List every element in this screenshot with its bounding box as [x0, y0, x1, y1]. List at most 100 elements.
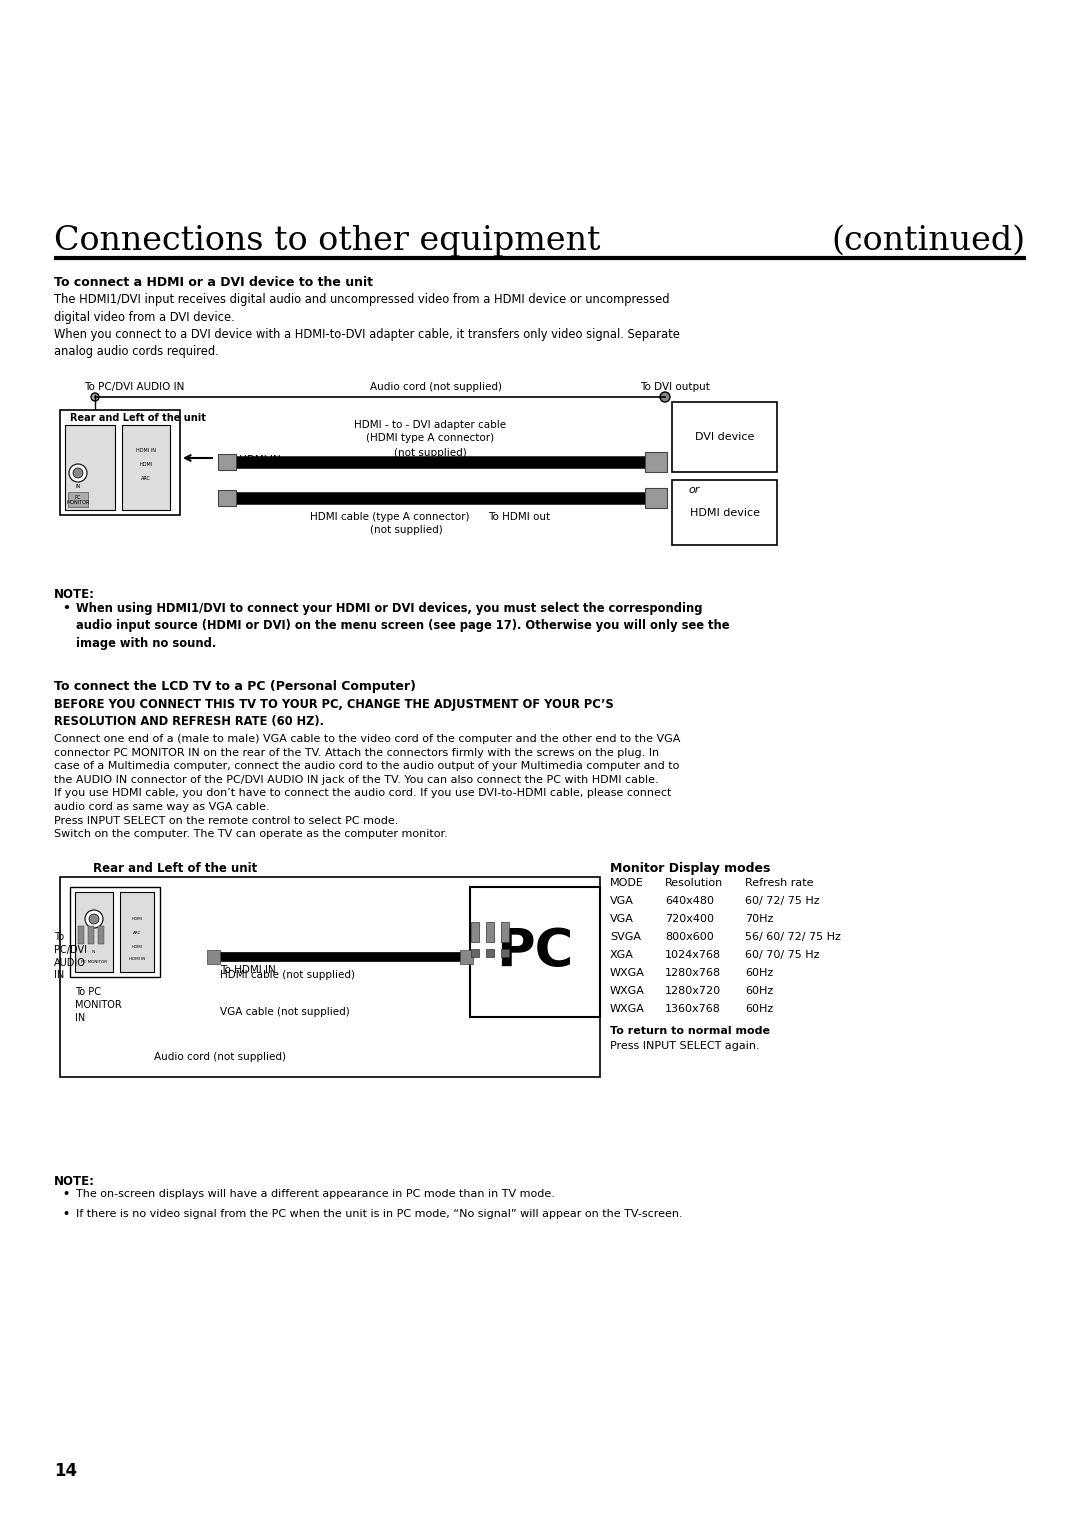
- Text: 640x480: 640x480: [665, 896, 714, 906]
- Text: The HDMI1/DVI input receives digital audio and uncompressed video from a HDMI de: The HDMI1/DVI input receives digital aud…: [54, 293, 680, 359]
- Text: Audio cord (not supplied): Audio cord (not supplied): [370, 382, 502, 392]
- Text: 56/ 60/ 72/ 75 Hz: 56/ 60/ 72/ 75 Hz: [745, 931, 841, 942]
- Bar: [218, 454, 237, 470]
- Text: HDMI cable (not supplied): HDMI cable (not supplied): [220, 970, 355, 980]
- Text: To PC/DVI AUDIO IN: To PC/DVI AUDIO IN: [84, 382, 185, 392]
- Text: (continued): (continued): [832, 224, 1026, 257]
- Bar: [120, 892, 154, 973]
- Circle shape: [89, 915, 99, 924]
- Text: VGA cable (not supplied): VGA cable (not supplied): [220, 1006, 350, 1017]
- Text: 1360x768: 1360x768: [665, 1003, 720, 1014]
- Bar: [87, 925, 94, 944]
- Text: MODE: MODE: [610, 878, 644, 889]
- Text: (HDMI type A connector): (HDMI type A connector): [366, 434, 494, 443]
- Text: NOTE:: NOTE:: [54, 588, 95, 602]
- Bar: [68, 492, 87, 507]
- Text: •: •: [62, 1190, 69, 1199]
- Bar: [75, 892, 113, 973]
- Text: NOTE:: NOTE:: [54, 1174, 95, 1188]
- Text: SVGA: SVGA: [610, 931, 642, 942]
- Bar: [486, 922, 494, 942]
- Text: DVI device: DVI device: [694, 432, 754, 441]
- Text: PC: PC: [497, 925, 573, 977]
- Text: To HDMI IN: To HDMI IN: [220, 965, 275, 976]
- Bar: [122, 425, 170, 510]
- Bar: [645, 452, 667, 472]
- Text: WXGA: WXGA: [610, 968, 645, 977]
- Text: Connections to other equipment: Connections to other equipment: [54, 224, 600, 257]
- Bar: [60, 876, 600, 1077]
- Text: HDMI - to - DVI adapter cable: HDMI - to - DVI adapter cable: [354, 420, 507, 431]
- Bar: [645, 489, 667, 508]
- Text: To connect a HDMI or a DVI device to the unit: To connect a HDMI or a DVI device to the…: [54, 276, 373, 289]
- Circle shape: [660, 392, 670, 402]
- Text: Refresh rate: Refresh rate: [745, 878, 813, 889]
- Text: Connect one end of a (male to male) VGA cable to the video cord of the computer : Connect one end of a (male to male) VGA …: [54, 734, 680, 840]
- Text: HDMI IN: HDMI IN: [136, 447, 156, 452]
- Circle shape: [85, 910, 103, 928]
- Text: or: or: [688, 486, 700, 495]
- Bar: [60, 411, 180, 515]
- Bar: [501, 948, 509, 957]
- Text: (not supplied): (not supplied): [393, 447, 467, 458]
- Text: PC
MONITOR: PC MONITOR: [66, 495, 90, 505]
- Text: To PC
MONITOR
IN: To PC MONITOR IN: [75, 986, 122, 1023]
- Text: To
PC/DVI
AUDIO
IN: To PC/DVI AUDIO IN: [54, 931, 87, 980]
- Text: To connect the LCD TV to a PC (Personal Computer): To connect the LCD TV to a PC (Personal …: [54, 680, 416, 693]
- Bar: [471, 922, 480, 942]
- Text: 60/ 70/ 75 Hz: 60/ 70/ 75 Hz: [745, 950, 820, 960]
- Text: When using HDMI1/DVI to connect your HDMI or DVI devices, you must select the co: When using HDMI1/DVI to connect your HDM…: [76, 602, 729, 651]
- Text: BEFORE YOU CONNECT THIS TV TO YOUR PC, CHANGE THE ADJUSTMENT OF YOUR PC’S
RESOLU: BEFORE YOU CONNECT THIS TV TO YOUR PC, C…: [54, 698, 613, 728]
- Text: HDMI: HDMI: [132, 918, 143, 921]
- Bar: [672, 402, 777, 472]
- Text: To DVI output: To DVI output: [640, 382, 710, 392]
- Text: 60Hz: 60Hz: [745, 1003, 773, 1014]
- Text: (not supplied): (not supplied): [370, 525, 443, 534]
- Bar: [65, 425, 114, 510]
- Text: Resolution: Resolution: [665, 878, 724, 889]
- Text: HDMI device: HDMI device: [689, 507, 759, 518]
- Text: 60/ 72/ 75 Hz: 60/ 72/ 75 Hz: [745, 896, 820, 906]
- Text: The on-screen displays will have a different appearance in PC mode than in TV mo: The on-screen displays will have a diffe…: [76, 1190, 555, 1199]
- Bar: [98, 925, 104, 944]
- Text: WXGA: WXGA: [610, 986, 645, 996]
- Circle shape: [69, 464, 87, 483]
- Text: 720x400: 720x400: [665, 915, 714, 924]
- Text: To return to normal mode: To return to normal mode: [610, 1026, 770, 1035]
- Text: 1024x768: 1024x768: [665, 950, 721, 960]
- Text: VGA: VGA: [610, 896, 634, 906]
- Text: 1280x768: 1280x768: [665, 968, 721, 977]
- Text: IN: IN: [76, 484, 81, 490]
- Text: HDMI: HDMI: [139, 463, 152, 467]
- Text: HDMI: HDMI: [132, 945, 143, 948]
- Text: Monitor Display modes: Monitor Display modes: [610, 863, 770, 875]
- Text: •: •: [62, 1209, 69, 1219]
- Text: 60Hz: 60Hz: [745, 968, 773, 977]
- Text: VGA: VGA: [610, 915, 634, 924]
- Bar: [486, 948, 494, 957]
- Text: ARC: ARC: [141, 475, 151, 481]
- Bar: [460, 950, 473, 964]
- Text: WXGA: WXGA: [610, 1003, 645, 1014]
- Bar: [207, 950, 220, 964]
- Text: HDMI cable (type A connector): HDMI cable (type A connector): [310, 512, 470, 522]
- Text: 70Hz: 70Hz: [745, 915, 773, 924]
- Text: 1280x720: 1280x720: [665, 986, 721, 996]
- Text: 14: 14: [54, 1461, 77, 1480]
- Text: Press INPUT SELECT again.: Press INPUT SELECT again.: [610, 1041, 759, 1051]
- Text: HDMI IN: HDMI IN: [129, 957, 145, 960]
- Bar: [471, 948, 480, 957]
- Text: PC MONITOR: PC MONITOR: [81, 960, 107, 964]
- Circle shape: [73, 467, 83, 478]
- Text: 60Hz: 60Hz: [745, 986, 773, 996]
- Text: If there is no video signal from the PC when the unit is in PC mode, “No signal”: If there is no video signal from the PC …: [76, 1209, 683, 1219]
- Circle shape: [91, 392, 99, 402]
- Text: •: •: [62, 602, 70, 615]
- Bar: [218, 490, 237, 505]
- Bar: [501, 922, 509, 942]
- Bar: [672, 479, 777, 545]
- Bar: [70, 887, 160, 977]
- Text: 800x600: 800x600: [665, 931, 714, 942]
- Text: Rear and Left of the unit: Rear and Left of the unit: [93, 863, 257, 875]
- Text: IN: IN: [92, 950, 96, 954]
